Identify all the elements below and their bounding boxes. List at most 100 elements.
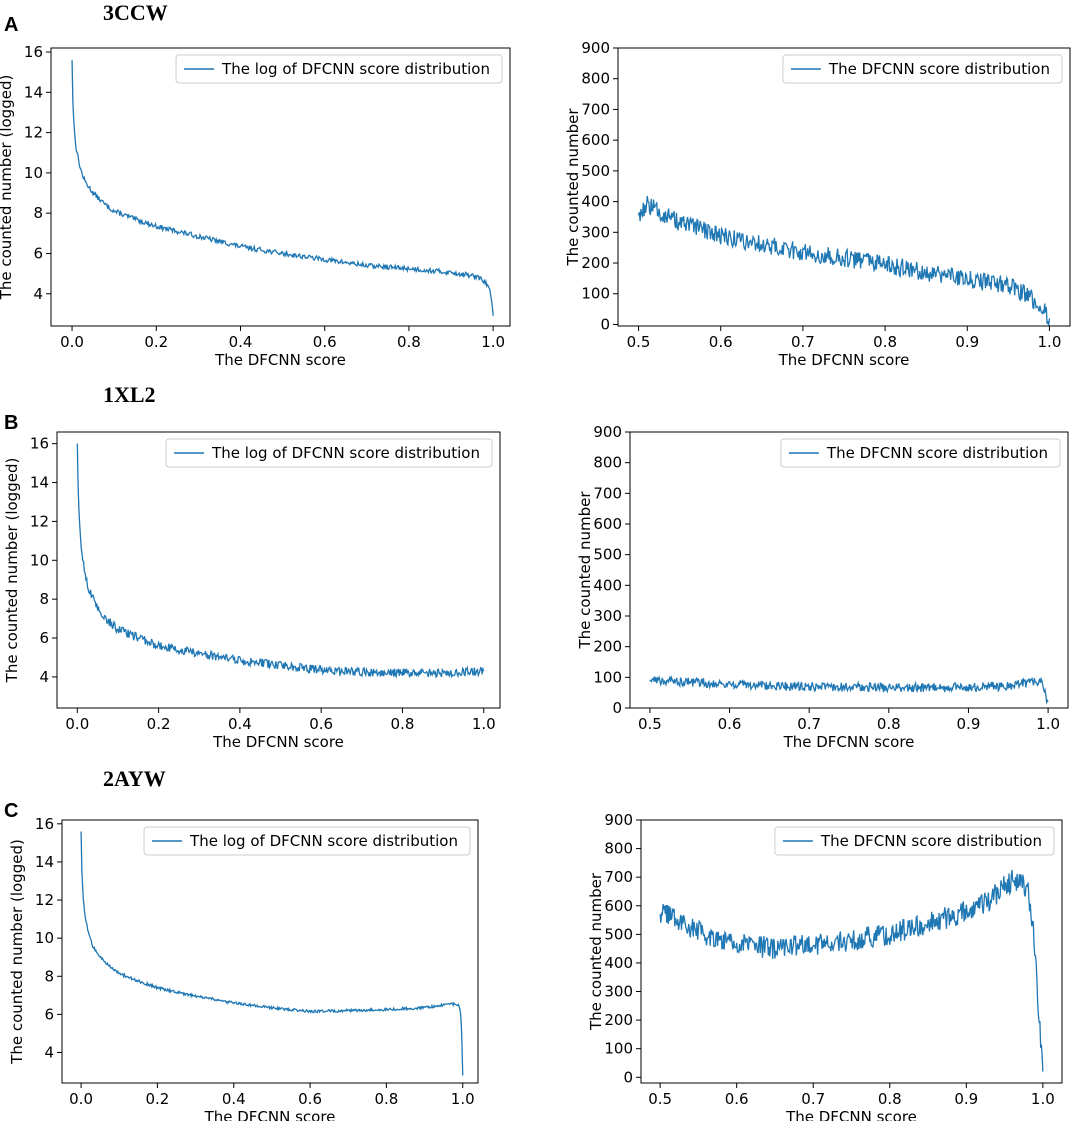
x-axis-label: The DFCNN score — [785, 1108, 917, 1121]
y-axis-label: The counted number (logged) — [0, 75, 15, 301]
y-tick-label: 6 — [33, 244, 43, 262]
x-tick-label: 0.6 — [313, 333, 337, 351]
y-tick-label: 16 — [24, 43, 43, 61]
y-tick-label: 0 — [623, 1068, 633, 1086]
y-tick-label: 8 — [44, 967, 54, 985]
y-tick-label: 200 — [593, 638, 622, 656]
x-tick-label: 0.8 — [873, 333, 897, 351]
x-tick-label: 0.4 — [222, 1090, 246, 1108]
series-line — [76, 443, 485, 679]
legend: The DFCNN score distribution — [782, 54, 1063, 84]
x-tick-label: 0.7 — [797, 715, 821, 733]
axes-frame — [50, 47, 511, 327]
x-tick-label: 0.4 — [228, 715, 252, 733]
y-tick-label: 12 — [35, 891, 54, 909]
x-tick-label: 0.9 — [954, 1090, 978, 1108]
panel-title-a: 3CCW — [103, 0, 168, 25]
x-tick-label: 0.8 — [374, 1090, 398, 1108]
y-tick-label: 14 — [35, 853, 54, 871]
x-tick-label: 0.7 — [791, 333, 815, 351]
x-tick-label: 0.8 — [877, 715, 901, 733]
y-tick-label: 800 — [593, 454, 622, 472]
chart-c-left: 0.0 0.2 0.4 0.6 0.8 1.0 4 6 8 10 12 14 16 The DFCNN s… — [8, 815, 479, 1121]
y-tick-label: 200 — [604, 1011, 633, 1029]
y-tick-label: 4 — [33, 285, 43, 303]
legend-box — [143, 826, 471, 856]
y-tick-label: 100 — [593, 668, 622, 686]
y-tick-label: 6 — [44, 1005, 54, 1023]
y-tick-label: 700 — [604, 868, 633, 886]
legend-box — [175, 54, 503, 84]
x-tick-label: 0.7 — [801, 1090, 825, 1108]
x-tick-label: 0.6 — [718, 715, 742, 733]
x-tick-label: 0.6 — [309, 715, 333, 733]
y-tick-label: 400 — [593, 576, 622, 594]
axes-frame — [617, 47, 1071, 327]
y-tick-label: 900 — [593, 423, 622, 441]
x-tick-label: 1.0 — [451, 1090, 475, 1108]
x-tick-label: 1.0 — [472, 715, 496, 733]
legend: The log of DFCNN score distribution — [175, 54, 503, 84]
x-tick-label: 0.8 — [878, 1090, 902, 1108]
y-tick-label: 10 — [24, 164, 43, 182]
y-tick-label: 16 — [30, 435, 49, 453]
axes-frame — [629, 431, 1069, 709]
x-tick-label: 0.9 — [957, 715, 981, 733]
x-tick-label: 0.5 — [648, 1090, 672, 1108]
legend-label: The log of DFCNN score distribution — [189, 832, 458, 850]
y-tick-label: 200 — [581, 254, 610, 272]
x-tick-label: 0.4 — [229, 333, 253, 351]
legend: The DFCNN score distribution — [780, 438, 1061, 468]
y-tick-label: 800 — [604, 840, 633, 858]
x-axis-label: The DFCNN score — [204, 1108, 336, 1121]
y-tick-label: 8 — [39, 590, 49, 608]
x-axis-label: The DFCNN score — [783, 733, 915, 751]
y-tick-label: 300 — [604, 983, 633, 1001]
x-tick-label: 0.0 — [60, 333, 84, 351]
series-line — [80, 831, 464, 1076]
y-tick-label: 300 — [581, 223, 610, 241]
x-tick-label: 0.9 — [955, 333, 979, 351]
y-tick-label: 600 — [581, 131, 610, 149]
panel-title-c: 2AYW — [103, 766, 166, 791]
x-axis-label: The DFCNN score — [212, 733, 344, 751]
x-tick-label: 0.5 — [627, 333, 651, 351]
panel-letter-a: A — [4, 14, 19, 36]
y-axis-label: The counted number — [587, 872, 605, 1031]
y-tick-label: 4 — [39, 668, 49, 686]
y-tick-label: 900 — [581, 39, 610, 57]
series-line — [659, 869, 1044, 1072]
y-axis-label: The counted number — [564, 108, 582, 267]
axes-frame — [56, 431, 501, 709]
y-tick-label: 12 — [30, 512, 49, 530]
chart-a-right: 0.5 0.6 0.7 0.8 0.9 1.0 0 100 200 300 400 500 600 700… — [564, 39, 1071, 369]
y-tick-label: 0 — [612, 699, 622, 717]
legend: The DFCNN score distribution — [774, 826, 1055, 856]
x-tick-label: 0.2 — [147, 715, 171, 733]
chart-a-left: 0.0 0.2 0.4 0.6 0.8 1.0 4 6 8 10 12 14 16 The DFCNN s… — [0, 43, 511, 369]
y-tick-label: 12 — [24, 124, 43, 142]
legend-box — [782, 54, 1063, 84]
x-tick-label: 0.6 — [725, 1090, 749, 1108]
x-tick-label: 0.6 — [709, 333, 733, 351]
y-tick-label: 10 — [35, 929, 54, 947]
y-tick-label: 0 — [600, 315, 610, 333]
chart-b-left: 0.0 0.2 0.4 0.6 0.8 1.0 4 6 8 10 12 14 16 The DFCNN s… — [3, 431, 501, 751]
panel-letter-b: B — [4, 412, 19, 434]
y-tick-label: 100 — [604, 1040, 633, 1058]
x-tick-label: 0.8 — [391, 715, 415, 733]
x-tick-label: 1.0 — [1036, 715, 1060, 733]
x-tick-label: 0.0 — [65, 715, 89, 733]
y-tick-label: 400 — [581, 193, 610, 211]
chart-b-right: 0.5 0.6 0.7 0.8 0.9 1.0 0 100 200 300 400 500 600 700… — [576, 423, 1069, 751]
y-axis-label: The counted number (logged) — [8, 839, 26, 1065]
x-tick-label: 1.0 — [1038, 333, 1062, 351]
chart-c-right: 0.5 0.6 0.7 0.8 0.9 1.0 0 100 200 300 400 500 600 700… — [587, 811, 1063, 1121]
panel-letter-c: C — [4, 800, 19, 822]
y-tick-label: 6 — [39, 629, 49, 647]
y-tick-label: 14 — [30, 474, 49, 492]
legend-label: The log of DFCNN score distribution — [221, 60, 490, 78]
axes-frame — [640, 819, 1063, 1084]
y-tick-label: 800 — [581, 70, 610, 88]
y-tick-label: 14 — [24, 83, 43, 101]
